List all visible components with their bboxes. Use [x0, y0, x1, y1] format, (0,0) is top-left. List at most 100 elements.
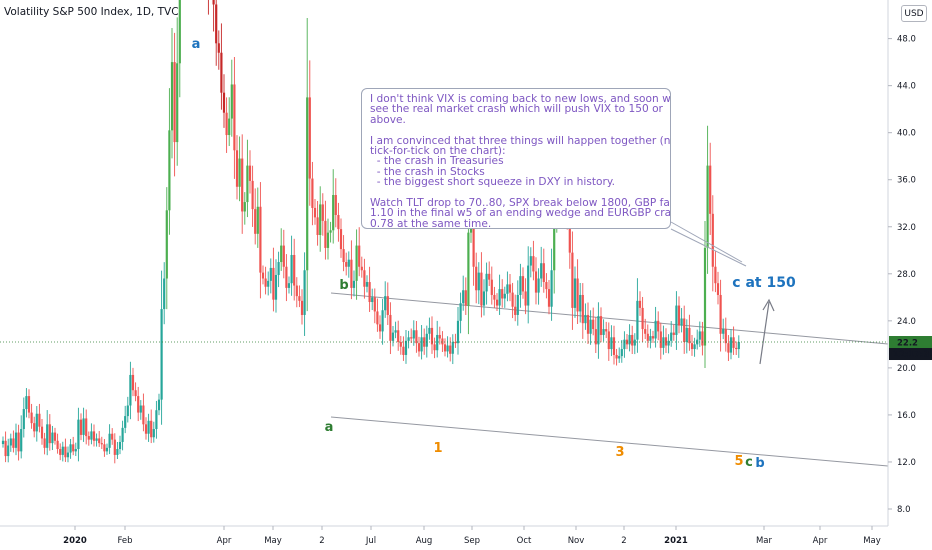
candle-body	[137, 396, 140, 413]
candle-body	[326, 232, 330, 248]
candle-body	[641, 307, 644, 330]
x-tick-label: Aug	[416, 536, 433, 546]
candle-body	[347, 259, 350, 267]
candle-body	[22, 409, 25, 430]
candle-body	[644, 329, 647, 334]
candle-body	[176, 63, 179, 143]
candle-body	[20, 429, 23, 452]
candle-body	[319, 204, 322, 235]
candle-body	[329, 230, 332, 233]
candle-body	[737, 342, 740, 350]
candle-body	[586, 314, 590, 334]
candle-body	[667, 340, 670, 346]
candle-body	[462, 290, 465, 304]
note-callout-line	[670, 221, 743, 263]
y-tick-label: 48.0	[897, 35, 916, 45]
currency-button[interactable]: USD	[901, 5, 927, 22]
candle-body	[532, 256, 535, 272]
candle-body	[77, 419, 80, 450]
candle-body	[670, 332, 673, 341]
candle-body	[545, 282, 548, 290]
channel-lower-line	[330, 416, 889, 467]
candle-body	[129, 374, 132, 406]
candle-body	[157, 399, 161, 411]
candle-body	[139, 405, 142, 413]
candle-body	[399, 342, 402, 347]
x-tick-label: Feb	[117, 536, 132, 546]
candle-body	[212, 0, 215, 5]
candle-body	[443, 344, 447, 352]
candle-body	[235, 150, 239, 187]
analysis-note: I don't think VIX is coming back to new …	[361, 88, 671, 229]
countdown-label: 12:17:32	[893, 350, 932, 360]
candle-body	[527, 265, 530, 306]
candle-body	[56, 440, 59, 450]
candle-body	[506, 284, 509, 294]
candle-body	[459, 303, 462, 321]
candle-body	[579, 294, 582, 312]
candle-body	[53, 432, 57, 441]
candle-body	[511, 292, 514, 307]
candle-body	[618, 356, 621, 359]
candle-body	[516, 294, 519, 315]
y-tick-label: 8.0	[897, 505, 911, 515]
candle-body	[475, 266, 478, 291]
candle-body	[1, 440, 5, 445]
candle-body	[646, 333, 649, 341]
candle-body	[61, 446, 64, 455]
candle-body	[683, 318, 686, 343]
candle-body	[571, 252, 574, 308]
candle-body	[391, 332, 395, 341]
y-tick-label: 24.0	[897, 317, 916, 327]
candle-body	[98, 438, 101, 444]
candle-body	[607, 331, 610, 350]
candle-body	[472, 207, 475, 267]
candle-body	[402, 346, 405, 355]
note-line: - the biggest short squeeze in DXY in hi…	[370, 176, 615, 189]
candle-body	[116, 449, 119, 455]
candle-body	[85, 418, 88, 437]
candle-body	[449, 345, 452, 354]
candle-body	[324, 220, 327, 248]
candle-body	[33, 423, 36, 432]
candle-body	[397, 330, 400, 343]
note-line: I am convinced that three things will ha…	[370, 134, 671, 147]
candle-body	[677, 305, 681, 326]
candle-body	[547, 289, 551, 307]
candle-body	[407, 337, 410, 341]
candle-body	[620, 349, 623, 357]
candle-body	[534, 271, 538, 293]
candle-body	[605, 329, 608, 332]
candle-body	[168, 130, 171, 211]
candle-body	[584, 314, 587, 324]
candle-body	[290, 254, 293, 284]
wave-label: b	[755, 456, 764, 471]
candle-body	[9, 438, 12, 446]
candle-body	[269, 267, 272, 281]
candle-body	[498, 289, 501, 306]
y-tick-label: 44.0	[897, 82, 916, 92]
candle-body	[337, 215, 340, 230]
chart-title: Volatility S&P 500 Index, 1D, TVC	[4, 6, 179, 18]
candle-body	[238, 158, 241, 187]
candle-body	[368, 282, 371, 303]
descending-channel	[330, 292, 889, 467]
candle-body	[636, 300, 639, 340]
candle-body	[693, 344, 696, 350]
wave-label: c	[745, 455, 753, 470]
candle-body	[378, 324, 382, 332]
candle-body	[256, 206, 259, 234]
candle-body	[711, 213, 714, 267]
candle-body	[568, 212, 571, 253]
y-tick-label: 16.0	[897, 411, 916, 421]
candle-body	[111, 433, 114, 440]
candle-body	[524, 291, 527, 306]
candle-body	[727, 343, 730, 353]
candle-body	[735, 347, 738, 350]
candle-body	[103, 444, 106, 452]
candle-body	[144, 424, 148, 434]
last-price-label: 22.2	[897, 339, 918, 349]
candle-body	[25, 396, 28, 410]
candle-body	[376, 311, 379, 325]
